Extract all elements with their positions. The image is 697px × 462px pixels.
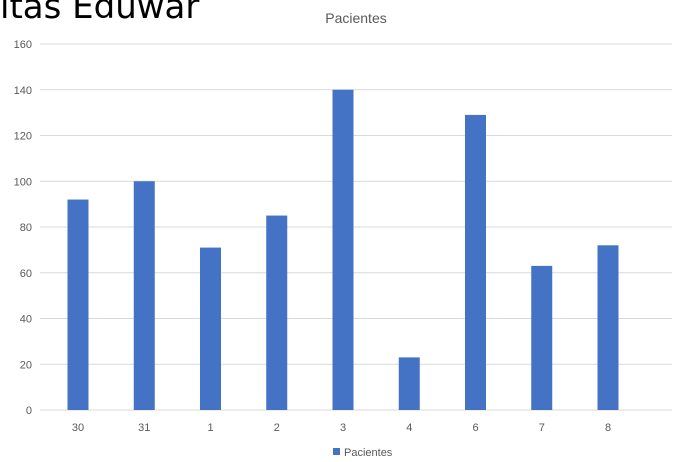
bar-31 xyxy=(133,181,155,410)
x-tick-label-1: 1 xyxy=(207,422,213,434)
bar-6 xyxy=(465,114,486,410)
bar-30 xyxy=(67,199,89,410)
y-tick-label-40: 40 xyxy=(20,314,32,326)
bar-8 xyxy=(597,245,619,410)
bars xyxy=(67,89,619,410)
bar-2 xyxy=(266,215,288,410)
x-tick-label-6: 6 xyxy=(472,422,478,434)
x-tick-label-31: 31 xyxy=(138,422,150,434)
y-tick-label-120: 120 xyxy=(14,131,32,143)
x-tick-label-4: 4 xyxy=(406,422,412,434)
clipped-header-text: itas Eduwar xyxy=(0,0,200,27)
legend-label-pacientes: Pacientes xyxy=(344,447,393,459)
chart-title: Pacientes xyxy=(325,10,386,26)
bar-7 xyxy=(531,265,553,410)
y-tick-label-100: 100 xyxy=(14,176,32,188)
x-axis-tick-labels: 30 31 1 2 3 4 6 7 8 xyxy=(72,422,611,434)
y-axis-tick-labels: 0 20 40 60 80 100 120 140 160 xyxy=(14,39,32,417)
legend-swatch-pacientes xyxy=(333,448,340,455)
y-tick-label-0: 0 xyxy=(26,405,32,417)
bar-4 xyxy=(398,357,420,410)
x-tick-label-8: 8 xyxy=(605,422,611,434)
x-tick-label-2: 2 xyxy=(274,422,280,434)
bar-3 xyxy=(332,89,354,410)
y-tick-label-20: 20 xyxy=(20,359,32,371)
legend: Pacientes xyxy=(333,447,393,459)
y-tick-label-60: 60 xyxy=(20,268,32,280)
y-tick-label-80: 80 xyxy=(20,222,32,234)
x-tick-label-3: 3 xyxy=(340,422,346,434)
y-tick-label-140: 140 xyxy=(14,85,32,97)
x-tick-label-7: 7 xyxy=(539,422,545,434)
x-tick-label-30: 30 xyxy=(72,422,84,434)
y-tick-label-160: 160 xyxy=(14,39,32,51)
bar-1 xyxy=(200,247,221,410)
